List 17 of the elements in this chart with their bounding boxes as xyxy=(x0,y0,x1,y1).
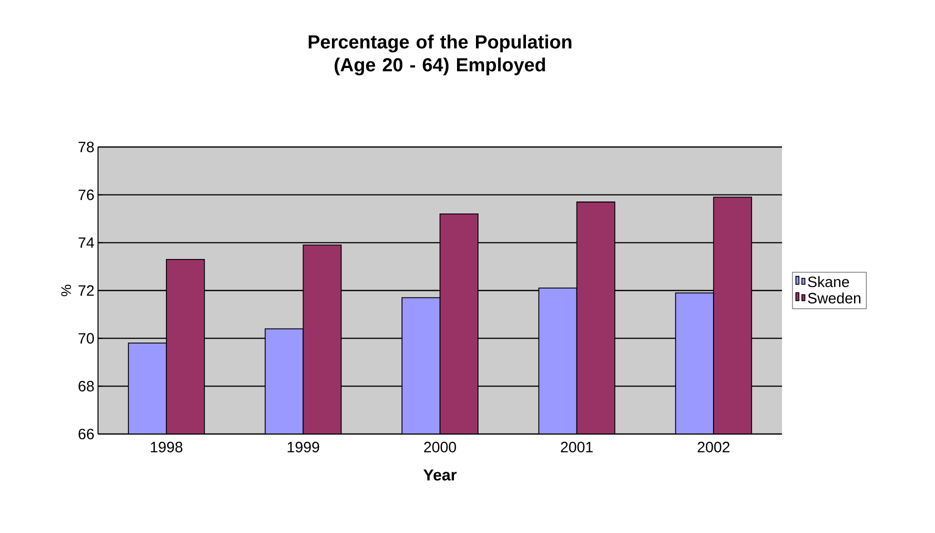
y-tick-label: 68 xyxy=(78,380,94,392)
x-tick-label: 1998 xyxy=(150,442,182,452)
chart-title: Percentage of the Population (Age 20 - 64) Employed xyxy=(308,34,572,76)
y-axis-title: % xyxy=(61,284,72,296)
x-tick-label: 2001 xyxy=(560,442,593,452)
y-tick-label: 74 xyxy=(78,238,94,248)
y-tick-label: 72 xyxy=(78,285,94,296)
y-tick-label: 76 xyxy=(78,190,94,200)
x-tick-label: 2002 xyxy=(698,442,730,452)
x-tick-label: 2000 xyxy=(424,442,456,452)
y-tick-label: 78 xyxy=(78,142,94,152)
legend-label: Skane xyxy=(808,276,850,288)
x-axis-title: Year xyxy=(423,469,457,481)
y-tick-label: 66 xyxy=(78,428,94,440)
y-tick-label: 70 xyxy=(78,333,94,344)
x-tick-label: 1999 xyxy=(288,442,320,452)
legend-label: Sweden xyxy=(808,292,860,304)
